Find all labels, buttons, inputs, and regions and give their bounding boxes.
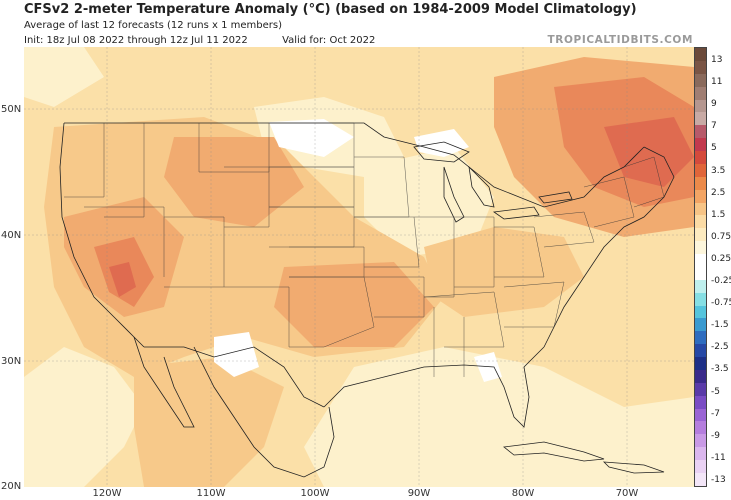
colorbar-swatch: [695, 138, 706, 151]
colorbar-label: -5: [711, 386, 720, 397]
colorbar-swatch: [695, 189, 706, 203]
lon-label: 70W: [615, 488, 639, 499]
lon-label: 120W: [92, 488, 122, 499]
colorbar-label: 11: [711, 77, 723, 88]
colorbar-swatch: [695, 60, 706, 74]
valid-text: Valid for: Oct 2022: [282, 35, 376, 46]
colorbar-swatch: [695, 241, 706, 254]
neutral-region: [269, 119, 354, 157]
colorbar-swatch: [695, 357, 706, 370]
state-lines: [64, 122, 665, 377]
colorbar-swatch: [695, 472, 706, 486]
neutral-region: [414, 129, 469, 157]
colorbar-label: 5: [711, 143, 717, 154]
red-region: [109, 262, 136, 297]
colorbar-swatch: [695, 228, 706, 242]
colorbar-swatch: [695, 266, 706, 280]
lat-label: 20N: [1, 481, 22, 492]
colorbar-swatch: [695, 292, 706, 306]
lat-label: 30N: [1, 356, 22, 367]
colorbar-swatch: [695, 421, 706, 435]
colorbar-label: 0.75: [711, 231, 731, 242]
map-subtitle: Average of last 12 forecasts (12 runs x …: [24, 20, 282, 31]
colorbar-label: -1.5: [711, 320, 729, 331]
colorbar-swatch: [695, 279, 706, 293]
neutral-region: [214, 332, 259, 377]
pale-region: [24, 347, 144, 487]
warm-region: [134, 357, 284, 487]
red-region: [604, 117, 694, 187]
init-valid-line: Init: 18z Jul 08 2022 through 12z Jul 11…: [24, 35, 375, 46]
colorbar-label: 9: [711, 99, 717, 110]
colorbar-swatch: [695, 215, 706, 229]
colorbar-swatch: [695, 176, 706, 190]
orange-region: [274, 262, 434, 347]
map-title: CFSv2 2-meter Temperature Anomaly (°C) (…: [24, 2, 637, 17]
colorbar-swatch: [695, 344, 706, 357]
colorbar-label: -7: [711, 408, 720, 419]
lat-label: 40N: [1, 230, 22, 241]
colorbar-swatch: [695, 369, 706, 383]
colorbar-swatch: [695, 163, 706, 177]
colorbar-swatch: [695, 408, 706, 422]
lon-label: 80W: [511, 488, 535, 499]
colorbar-swatch: [695, 112, 706, 126]
colorbar-label: 3.5: [711, 165, 726, 176]
brand-watermark: TROPICALTIDBITS.COM: [547, 34, 693, 46]
colorbar-swatch: [695, 434, 706, 448]
colorbar-swatch: [695, 254, 706, 267]
anomaly-map: [24, 47, 694, 487]
colorbar-label: 7: [711, 121, 717, 132]
lon-label: 90W: [407, 488, 431, 499]
warm-region: [424, 227, 584, 317]
colorbar-swatch: [695, 48, 706, 61]
colorbar-swatch: [695, 125, 706, 139]
colorbar-swatch: [695, 99, 706, 113]
colorbar-swatch: [695, 86, 706, 100]
lon-label: 110W: [196, 488, 226, 499]
colorbar-swatch: [695, 447, 706, 460]
colorbar-swatch: [695, 331, 706, 345]
colorbar-label: -13: [711, 475, 726, 485]
colorbar-label: -0.75: [711, 298, 731, 309]
pale-region: [24, 47, 104, 107]
colorbar-swatch: [695, 151, 706, 164]
init-text: Init: 18z Jul 08 2022 through 12z Jul 11…: [24, 35, 248, 46]
colorbar-swatch: [695, 460, 706, 473]
colorbar-swatch: [695, 73, 706, 87]
colorbar-label: -11: [711, 452, 726, 463]
colorbar-swatch: [695, 305, 706, 319]
colorbar-label: -9: [711, 430, 720, 441]
colorbar: [694, 47, 707, 487]
colorbar-swatch: [695, 382, 706, 396]
colorbar-label: 13: [711, 55, 723, 65]
borders: [59, 122, 675, 478]
pale-region: [304, 347, 694, 487]
colorbar-label: 0.25: [711, 253, 731, 264]
colorbar-label: 1.5: [711, 209, 726, 220]
colorbar-swatch: [695, 395, 706, 409]
colorbar-label: 2.5: [711, 187, 726, 198]
lat-label: 50N: [1, 104, 22, 115]
colorbar-swatch: [695, 202, 706, 216]
colorbar-label: -2.5: [711, 342, 729, 353]
colorbar-label: -0.25: [711, 276, 731, 287]
lon-label: 100W: [300, 488, 330, 499]
pale-region: [364, 147, 494, 257]
colorbar-swatch: [695, 318, 706, 332]
colorbar-label: -3.5: [711, 364, 729, 375]
